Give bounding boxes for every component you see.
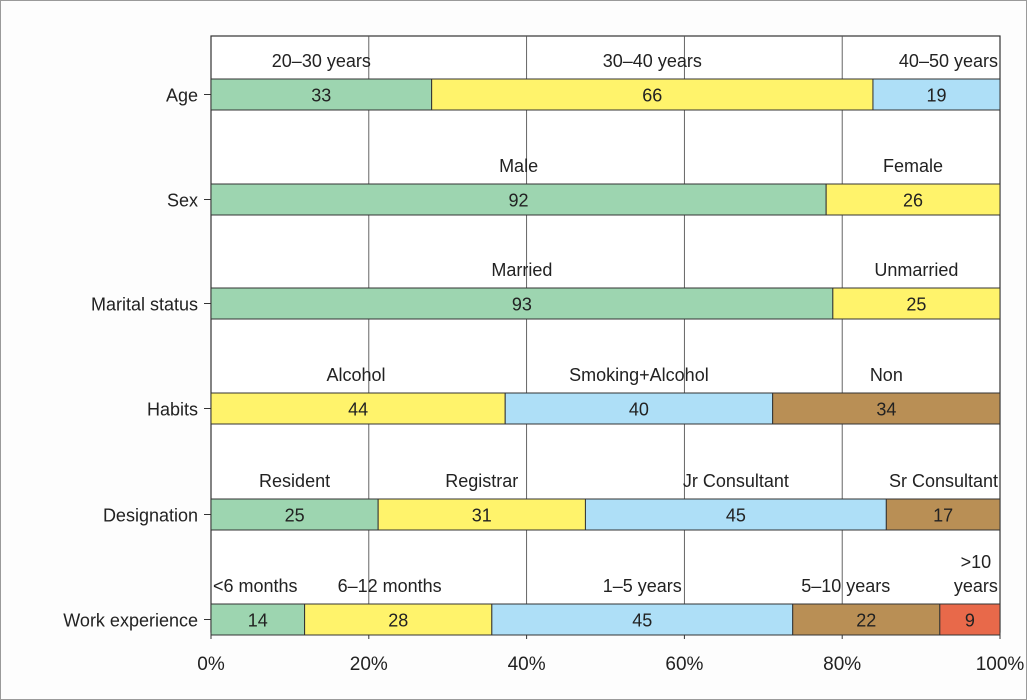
data-label: 28 [388, 611, 408, 631]
data-label: 19 [926, 86, 946, 106]
category-label: Sex [167, 191, 198, 211]
data-label: 17 [933, 506, 953, 526]
segment-label: Sr Consultant [889, 471, 998, 491]
bar-segment [210, 287, 834, 320]
segment-label: Married [491, 260, 552, 280]
segment-label: 6–12 months [338, 576, 442, 596]
bar-segment [210, 498, 379, 531]
bar-segment [210, 603, 306, 636]
data-label: 25 [906, 295, 926, 315]
x-tick-label: 100% [976, 654, 1025, 675]
segment-label: Male [499, 156, 538, 176]
segment-label: Female [883, 156, 943, 176]
data-label: 92 [509, 191, 529, 211]
bar-segment [832, 287, 1001, 320]
category-label: Habits [147, 400, 198, 420]
segment-label: <6 months [213, 576, 298, 596]
bar-segment [872, 78, 1001, 111]
data-label: 31 [472, 506, 492, 526]
segment-label: >10 [961, 552, 992, 572]
data-label: 14 [248, 611, 268, 631]
data-label: 22 [856, 611, 876, 631]
data-label: 33 [311, 86, 331, 106]
bar-segment [377, 498, 586, 531]
data-label: 26 [903, 191, 923, 211]
segment-label: 20–30 years [272, 51, 371, 71]
category-label: Age [166, 86, 198, 106]
segment-label: Unmarried [874, 260, 958, 280]
data-label: 44 [348, 400, 368, 420]
segment-label: 1–5 years [603, 576, 682, 596]
data-label: 66 [642, 86, 662, 106]
bar-segment [304, 603, 493, 636]
category-label: Work experience [63, 611, 198, 631]
segment-label: 30–40 years [603, 51, 702, 71]
segment-label: Smoking+Alcohol [569, 365, 709, 385]
bar-segment [939, 603, 1001, 636]
segment-label: 40–50 years [899, 51, 998, 71]
x-tick-label: 20% [350, 654, 388, 675]
segment-label: Non [870, 365, 903, 385]
bar-segment [584, 498, 887, 531]
segment-label: Jr Consultant [683, 471, 789, 491]
segment-label: years [954, 576, 998, 596]
category-label: Marital status [91, 295, 198, 315]
data-label: 9 [965, 611, 975, 631]
data-label: 45 [632, 611, 652, 631]
segment-label: Alcohol [326, 365, 385, 385]
bar-segment [504, 392, 774, 425]
bar-segment [885, 498, 1001, 531]
bar-segment [792, 603, 941, 636]
data-label: 34 [876, 400, 896, 420]
segment-label: 5–10 years [801, 576, 890, 596]
x-tick-label: 60% [665, 654, 703, 675]
data-label: 40 [629, 400, 649, 420]
x-tick-label: 0% [197, 654, 225, 675]
plot-area [210, 35, 1001, 633]
bar-segment [210, 183, 827, 216]
segment-label: Resident [259, 471, 330, 491]
segment-label: Registrar [445, 471, 518, 491]
data-label: 93 [512, 295, 532, 315]
category-label: Designation [103, 506, 198, 526]
x-tick-label: 80% [823, 654, 861, 675]
data-label: 45 [726, 506, 746, 526]
bar-segment [210, 392, 506, 425]
data-label: 25 [285, 506, 305, 526]
bar-segment [825, 183, 1001, 216]
x-tick-label: 40% [508, 654, 546, 675]
bar-segment [772, 392, 1001, 425]
bar-segment [210, 78, 433, 111]
